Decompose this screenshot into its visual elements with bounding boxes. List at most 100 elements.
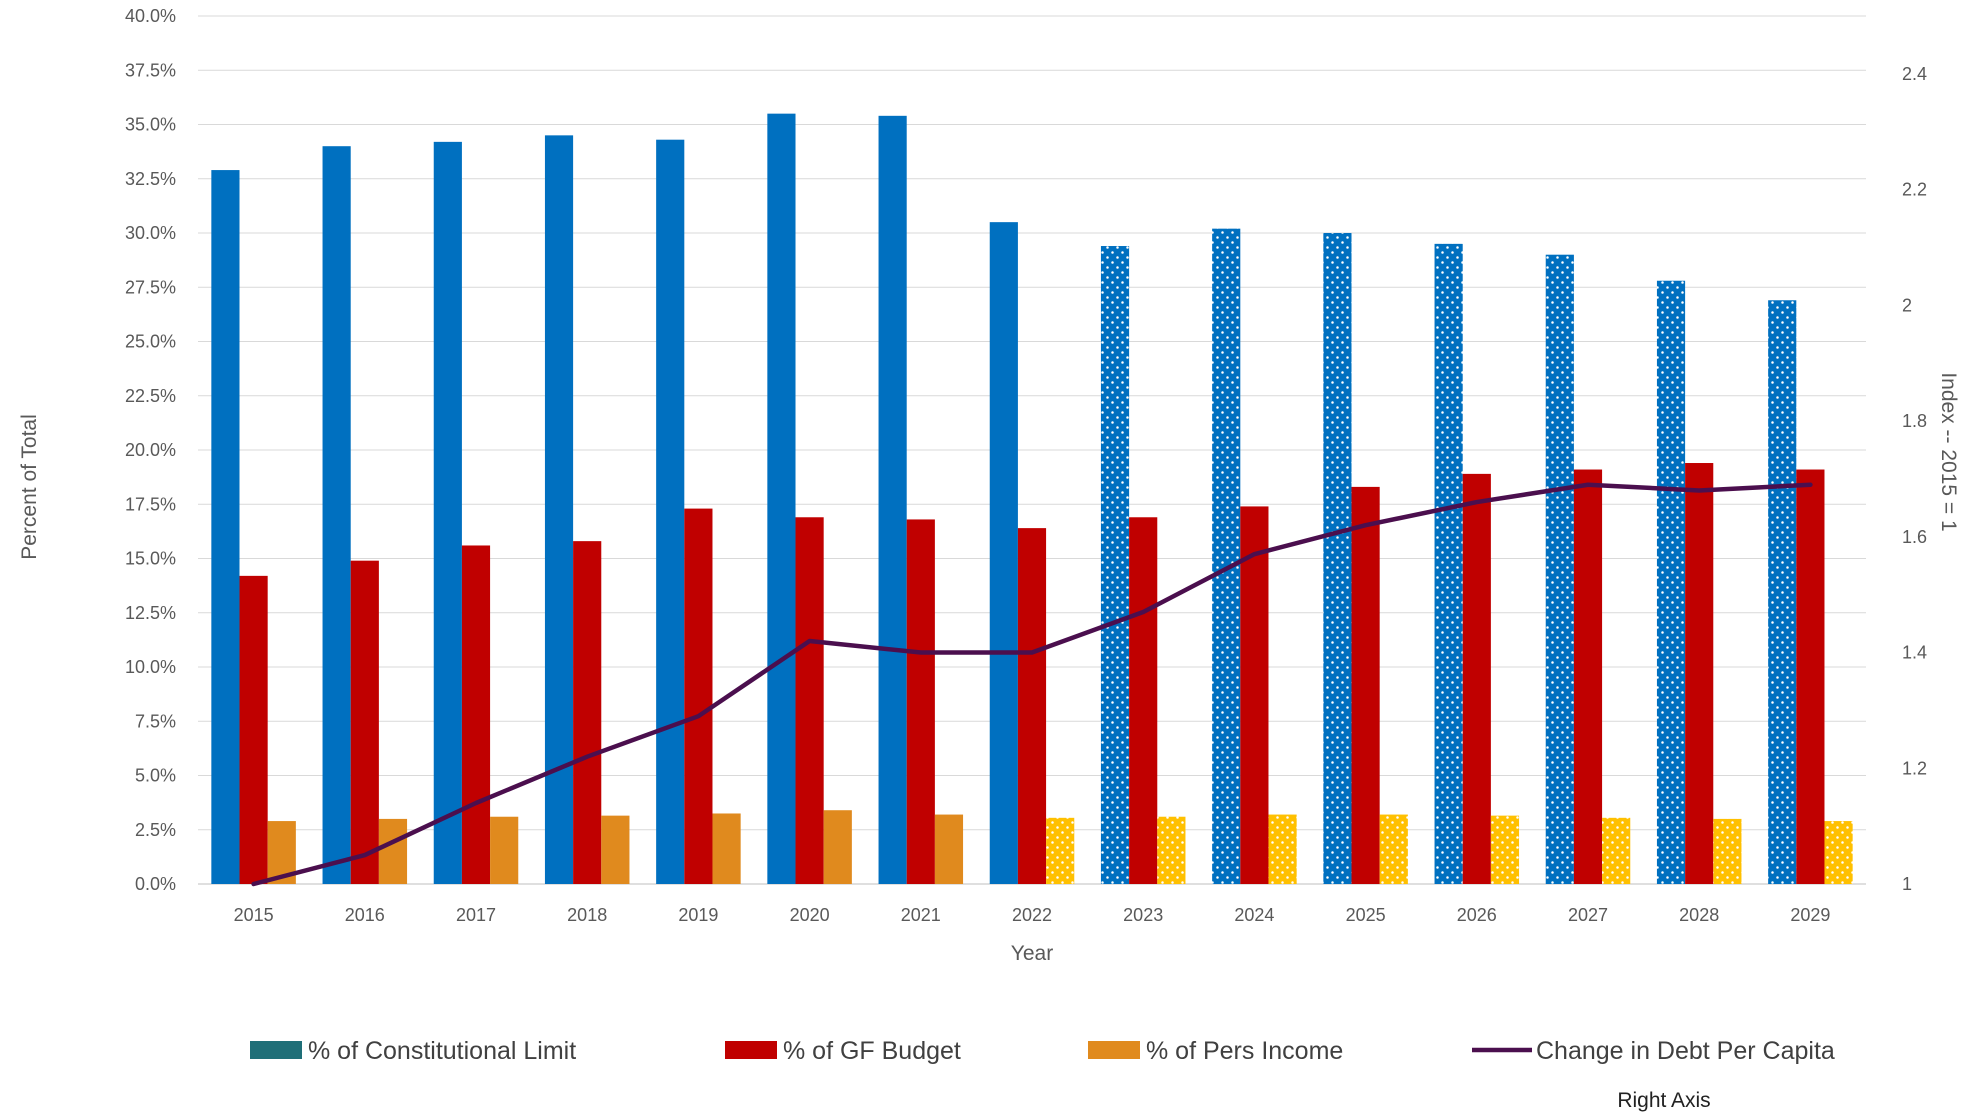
x-tick-label: 2020 [790, 905, 830, 925]
y2-tick-label: 2 [1902, 295, 1912, 315]
bar-of-constitutional-limit [1768, 300, 1797, 884]
bar-of-pers-income [378, 818, 408, 884]
legend-item: % of Pers Income [1088, 1037, 1343, 1065]
bar-of-gf-budget [1685, 463, 1714, 884]
bar-of-gf-budget [1240, 506, 1269, 884]
legend-item: % of GF Budget [725, 1037, 961, 1065]
bar-of-pers-income [601, 815, 630, 884]
y2-tick-label: 1.2 [1902, 758, 1927, 778]
y-tick-label: 15.0% [125, 549, 176, 569]
bar-of-gf-budget [795, 517, 824, 884]
legend-label: % of Pers Income [1146, 1037, 1343, 1065]
bar-of-pers-income [823, 810, 852, 884]
x-axis-title: Year [1011, 942, 1053, 965]
bar-of-constitutional-limit [544, 135, 574, 885]
y2-axis-title: Index -- 2015 = 1 [1937, 372, 1960, 531]
x-tick-label: 2019 [678, 905, 718, 925]
y2-tick-label: 1.4 [1902, 643, 1927, 663]
bar-of-pers-income [1268, 814, 1297, 884]
bar-of-pers-income [934, 814, 964, 884]
bar-of-constitutional-limit [1212, 228, 1241, 884]
x-tick-label: 2023 [1123, 905, 1163, 925]
y-tick-label: 20.0% [125, 440, 176, 460]
bar-of-constitutional-limit [878, 115, 907, 884]
x-tick-label: 2022 [1012, 905, 1052, 925]
x-tick-label: 2015 [234, 905, 274, 925]
bar-of-constitutional-limit [1656, 280, 1686, 884]
bar-of-gf-budget [239, 575, 268, 884]
x-tick-label: 2027 [1568, 905, 1608, 925]
x-tick-label: 2016 [345, 905, 385, 925]
x-tick-label: 2021 [901, 905, 941, 925]
bar-of-gf-budget [684, 508, 713, 884]
right-axis-note: Right Axis [1617, 1089, 1710, 1112]
bar-of-gf-budget [1129, 517, 1158, 884]
bar-of-constitutional-limit [1545, 254, 1574, 884]
bar-of-constitutional-limit [1100, 246, 1130, 884]
y-tick-label: 37.5% [125, 60, 176, 80]
axes-group: 0.0% 2.5% 5.0% 7.5% 10.0% 12.5% 15.0% 17.5% 20.0… [125, 6, 1927, 925]
x-tick-label: 2017 [456, 905, 496, 925]
bar-of-gf-budget [1351, 486, 1380, 884]
bar-of-pers-income [1490, 815, 1520, 884]
bar-of-constitutional-limit [433, 141, 462, 885]
y-tick-label: 5.0% [135, 766, 176, 786]
bar-of-pers-income [1046, 817, 1075, 884]
y-tick-label: 25.0% [125, 332, 176, 352]
y-tick-label: 27.5% [125, 277, 176, 297]
y-tick-label: 17.5% [125, 494, 176, 514]
x-tick-label: 2029 [1790, 905, 1830, 925]
legend-label: % of Constitutional Limit [308, 1037, 576, 1065]
bar-of-constitutional-limit [322, 146, 351, 884]
line-series-group [251, 482, 1813, 887]
y2-tick-label: 1 [1902, 874, 1912, 894]
y-tick-label: 40.0% [125, 6, 176, 26]
y-tick-label: 35.0% [125, 115, 176, 135]
bar-of-constitutional-limit [1323, 233, 1352, 884]
y-tick-label: 32.5% [125, 169, 176, 189]
bar-of-constitutional-limit [656, 139, 685, 884]
bar-series-group [211, 113, 1853, 885]
y-tick-label: 0.0% [135, 874, 176, 894]
legend-label: Change in Debt Per Capita [1536, 1037, 1835, 1065]
bar-of-pers-income [1157, 816, 1186, 884]
bar-of-gf-budget [906, 519, 935, 884]
y2-tick-label: 2.4 [1902, 64, 1927, 84]
y2-tick-label: 1.6 [1902, 527, 1927, 547]
bar-of-pers-income [1713, 818, 1742, 884]
bar-of-gf-budget [573, 541, 602, 884]
bar-of-gf-budget [1796, 469, 1825, 884]
bar-of-gf-budget [1017, 528, 1047, 884]
x-tick-label: 2025 [1346, 905, 1386, 925]
y-axis-title: Percent of Total [18, 414, 41, 560]
bar-of-gf-budget [1462, 473, 1491, 884]
bar-of-constitutional-limit [767, 113, 796, 884]
legend-swatch [725, 1041, 777, 1059]
x-tick-label: 2028 [1679, 905, 1719, 925]
y-tick-label: 22.5% [125, 386, 176, 406]
legend-swatch [1088, 1041, 1140, 1059]
bar-of-constitutional-limit [211, 170, 240, 884]
x-tick-label: 2018 [567, 905, 607, 925]
bar-of-gf-budget [461, 545, 491, 884]
x-tick-label: 2024 [1234, 905, 1274, 925]
bar-of-pers-income [1379, 814, 1408, 884]
bar-of-gf-budget [350, 560, 379, 884]
bar-of-pers-income [1824, 821, 1853, 884]
legend-label: % of GF Budget [783, 1037, 961, 1065]
bar-of-constitutional-limit [989, 222, 1018, 884]
legend-item: Change in Debt Per Capita [1472, 1037, 1835, 1065]
bar-of-constitutional-limit [1434, 243, 1463, 885]
legend-item: % of Constitutional Limit [250, 1037, 576, 1065]
y-tick-label: 10.0% [125, 657, 176, 677]
x-tick-label: 2026 [1457, 905, 1497, 925]
bar-of-pers-income [712, 813, 741, 884]
legend-swatch [250, 1041, 302, 1059]
y-tick-label: 12.5% [125, 603, 176, 623]
bar-of-gf-budget [1573, 469, 1603, 884]
y2-tick-label: 1.8 [1902, 411, 1927, 431]
y-tick-label: 2.5% [135, 820, 176, 840]
y-tick-label: 30.0% [125, 223, 176, 243]
